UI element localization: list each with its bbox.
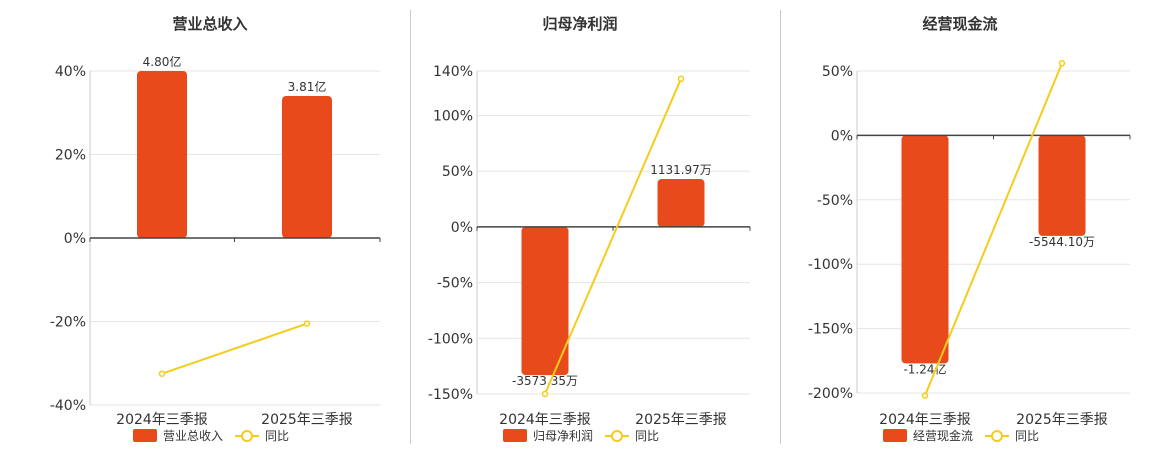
yoy-point (921, 392, 929, 399)
legend-line-marker (611, 430, 623, 442)
y-tick-label: 50% (822, 64, 853, 80)
legend-line-marker (241, 430, 253, 442)
y-tick-label: 140% (433, 64, 473, 80)
y-tick-label: -50% (817, 193, 853, 209)
chart-title: 经营现金流 (922, 15, 997, 33)
y-tick-label: 20% (55, 148, 86, 164)
y-tick-label: 40% (55, 64, 86, 80)
x-tick-label: 2025年三季报 (635, 412, 727, 428)
x-tick-label: 2024年三季报 (499, 412, 591, 428)
legend-bar-label: 营业总收入 (163, 429, 223, 443)
legend-bar-swatch (883, 429, 907, 442)
bar (901, 135, 949, 364)
y-tick-label: -100% (808, 257, 853, 273)
chart-panel-3: 经营现金流 50% 0% -50% -100% -150% -200% -1.24亿 -5544… (808, 15, 1131, 443)
y-tick-label: 50% (442, 164, 473, 180)
x-tick-label: 2025年三季报 (1016, 412, 1108, 428)
legend-line-marker (991, 430, 1003, 442)
legend-line-label: 同比 (1015, 429, 1039, 443)
legend-line-label: 同比 (635, 429, 659, 443)
bar (657, 179, 705, 227)
y-tick-label: -50% (437, 276, 473, 292)
bar (282, 96, 332, 238)
x-tick-label: 2024年三季报 (879, 412, 971, 428)
y-tick-label: -20% (50, 315, 86, 331)
yoy-point (677, 75, 685, 83)
yoy-line (924, 62, 1063, 396)
yoy-point (158, 370, 166, 377)
bar-value-label: -3573.35万 (512, 374, 578, 388)
y-tick-label: -200% (808, 386, 853, 402)
legend-bar-label: 经营现金流 (913, 428, 973, 443)
bar (137, 71, 187, 238)
y-tick-label: -100% (428, 331, 473, 347)
yoy-point (541, 390, 549, 398)
bar-value-label: 3.81亿 (288, 79, 327, 94)
panel-divider-1 (410, 10, 411, 444)
chart-panel-1: 营业总收入 40% 20% 0% -20% -40% 4.80亿 3.81亿 2024年三季报 2… (50, 15, 381, 443)
chart-title: 归母净利润 (542, 15, 617, 33)
legend-bar-swatch (503, 429, 527, 442)
yoy-line (544, 78, 682, 395)
x-tick-label: 2025年三季报 (261, 412, 353, 428)
legend-line-label: 同比 (265, 429, 289, 443)
y-tick-label: -150% (428, 387, 473, 403)
y-tick-label: -40% (50, 398, 86, 414)
y-tick-label: 0% (64, 231, 86, 247)
legend-bar-swatch (133, 429, 157, 442)
y-tick-label: 0% (831, 128, 853, 144)
chart-title: 营业总收入 (172, 15, 247, 33)
chart-panel-2: 归母净利润 140% 100% 50% 0% -50% -100% -150% -3573.35… (428, 15, 751, 443)
bar (521, 226, 569, 376)
yoy-point (303, 320, 311, 327)
y-tick-label: 0% (451, 220, 473, 236)
yoy-line (161, 322, 308, 375)
panel-divider-2 (780, 10, 781, 444)
bar-value-label: 4.80亿 (143, 54, 182, 69)
bar (1038, 135, 1086, 236)
y-tick-label: -150% (808, 322, 853, 338)
yoy-point (1058, 60, 1066, 67)
bar-value-label: -1.24亿 (903, 361, 946, 376)
y-tick-label: 100% (433, 109, 473, 125)
bar-value-label: 1131.97万 (650, 163, 712, 177)
bar-value-label: -5544.10万 (1029, 235, 1095, 249)
x-tick-label: 2024年三季报 (116, 412, 208, 428)
legend-bar-label: 归母净利润 (533, 429, 593, 443)
